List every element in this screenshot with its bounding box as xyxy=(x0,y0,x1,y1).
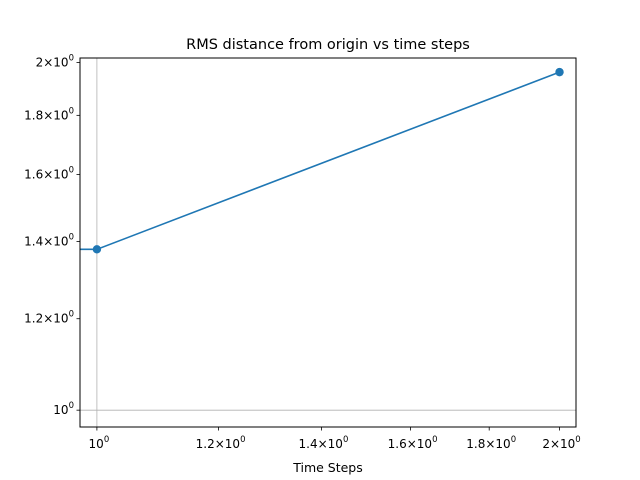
x-axis: 100 1.2×100 1.4×100 1.6×100 1.8×100 2×100 xyxy=(89,427,581,451)
data-point xyxy=(92,245,102,254)
y-tick-label: 100 xyxy=(53,401,74,417)
x-tick-label: 1.6×100 xyxy=(388,435,438,451)
x-tick-label: 2×100 xyxy=(542,435,580,451)
grid-lines xyxy=(80,58,576,427)
x-tick-label: 1.8×100 xyxy=(466,435,516,451)
x-tick-label: 1.4×100 xyxy=(299,435,349,451)
y-tick-label: 1.2×100 xyxy=(24,310,74,326)
y-axis: 100 1.2×100 1.4×100 1.6×100 1.8×100 2×100 xyxy=(24,53,80,417)
plot-frame xyxy=(79,57,577,428)
data-point xyxy=(555,67,564,77)
y-tick-label: 1.4×100 xyxy=(24,232,74,248)
x-axis-label: Time Steps xyxy=(292,460,363,475)
y-tick-label: 1.8×100 xyxy=(24,106,74,122)
x-tick-label: 1.2×100 xyxy=(196,435,246,451)
y-tick-label: 2×100 xyxy=(36,53,74,69)
series-line-0 xyxy=(80,71,560,251)
y-tick-label: 1.6×100 xyxy=(24,165,74,181)
chart-title: RMS distance from origin vs time steps xyxy=(186,37,470,53)
series-layer xyxy=(80,67,564,254)
x-tick-label: 100 xyxy=(89,435,110,451)
